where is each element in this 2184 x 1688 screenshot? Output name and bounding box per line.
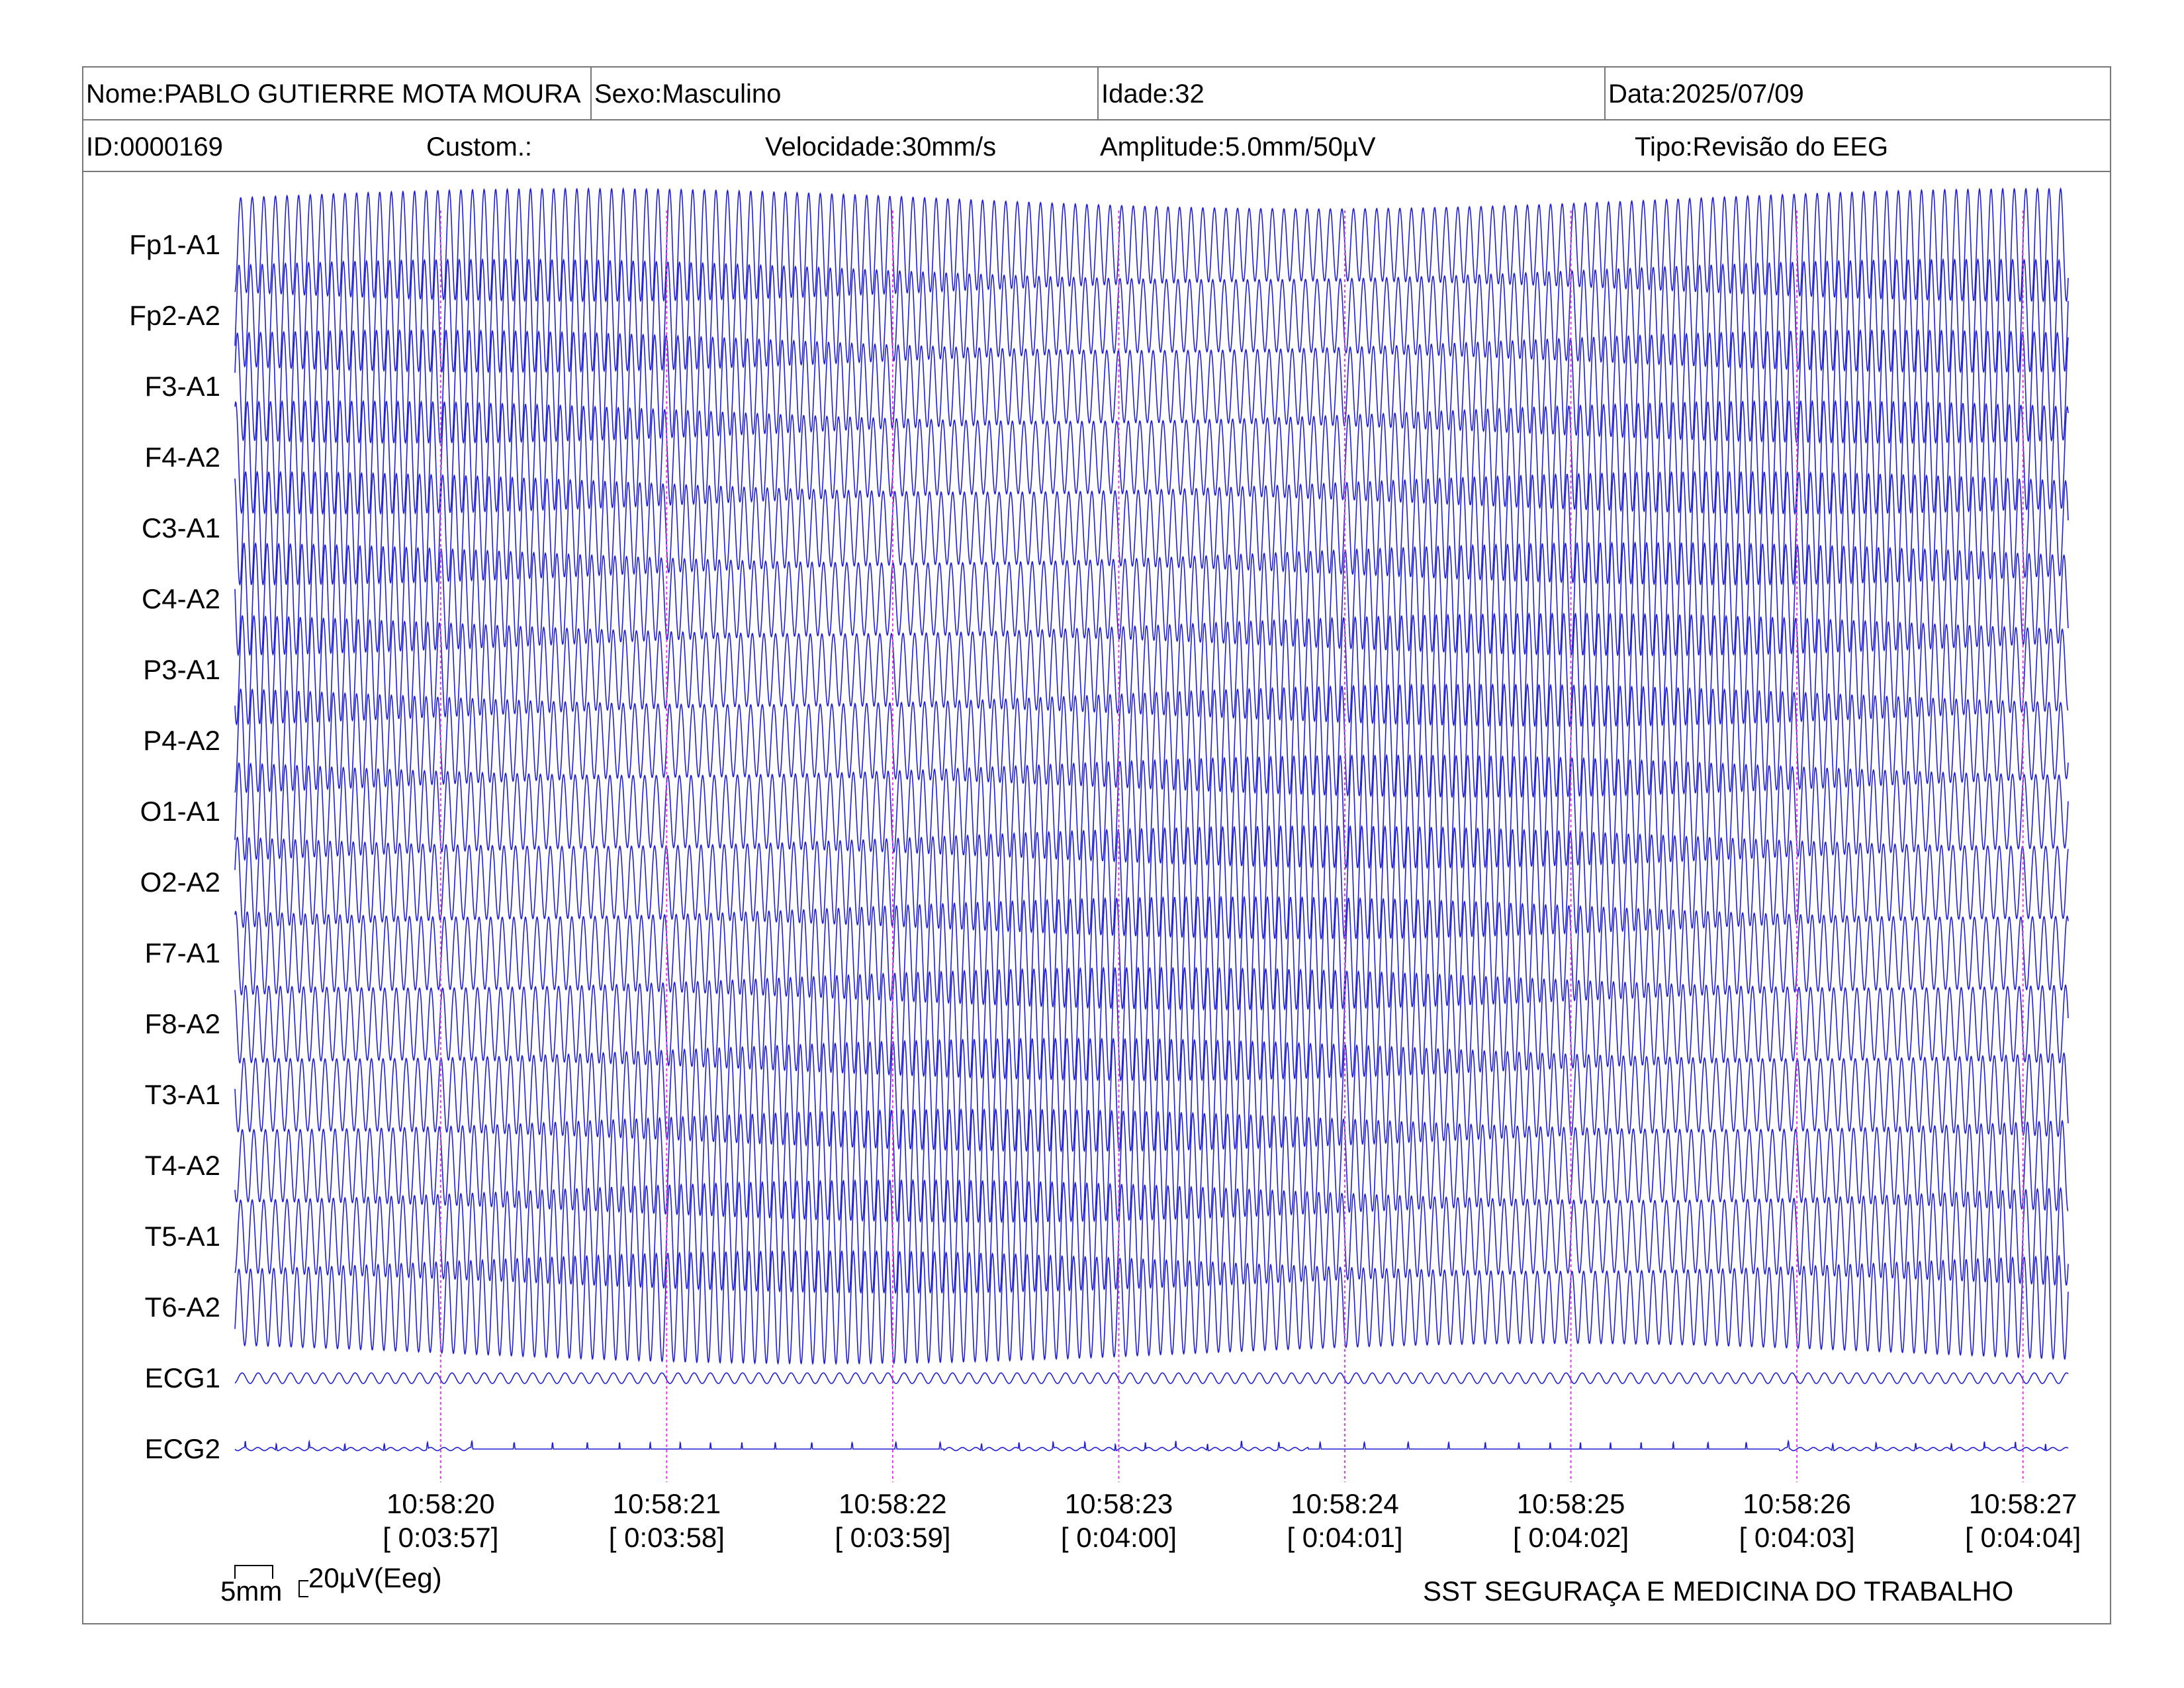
channel-label-ecg1: ECG1 bbox=[145, 1362, 220, 1393]
recording-speed: Velocidade:30mm/s bbox=[765, 132, 997, 162]
channel-label-c4-a2: C4-A2 bbox=[142, 583, 220, 614]
time-elapsed-label: [ 0:04:01] bbox=[1287, 1522, 1402, 1553]
channel-label-c3-a1: C3-A1 bbox=[142, 512, 220, 543]
time-elapsed-label: [ 0:04:03] bbox=[1739, 1522, 1855, 1553]
trace-f7-a1 bbox=[234, 895, 2069, 1011]
time-markers: 10:58:20[ 0:03:57] 10:58:21[ 0:03:58] 10:5… bbox=[383, 211, 2081, 1553]
calibration-mark bbox=[234, 1565, 308, 1597]
trace-t5-a1 bbox=[234, 1178, 2069, 1295]
time-elapsed-label: [ 0:03:59] bbox=[835, 1522, 950, 1553]
time-clock-label: 10:58:25 bbox=[1517, 1488, 1625, 1519]
trace-t4-a2 bbox=[234, 1107, 2069, 1224]
report-frame: Nome:PABLO GUTIERRE MOTA MOURA Sexo:Masc… bbox=[82, 66, 2111, 1624]
channel-label-fp2-a2: Fp2-A2 bbox=[129, 300, 220, 331]
channel-label-f7-a1: F7-A1 bbox=[145, 937, 220, 968]
trace-f8-a2 bbox=[234, 966, 2069, 1082]
channel-label-t5-a1: T5-A1 bbox=[145, 1221, 220, 1252]
channel-label-p3-a1: P3-A1 bbox=[143, 654, 220, 685]
channel-traces bbox=[234, 187, 2069, 1452]
channel-label-f8-a2: F8-A2 bbox=[145, 1008, 220, 1039]
trace-p4-a2 bbox=[234, 682, 2069, 799]
trace-fp1-a1 bbox=[234, 187, 2069, 303]
trace-f4-a2 bbox=[234, 399, 2069, 516]
custom-field: Custom.: bbox=[426, 132, 533, 162]
trace-ecg2 bbox=[234, 1439, 2069, 1452]
patient-name: Nome:PABLO GUTIERRE MOTA MOURA bbox=[86, 79, 581, 109]
time-elapsed-label: [ 0:04:02] bbox=[1513, 1522, 1629, 1553]
header-row-patient: Nome:PABLO GUTIERRE MOTA MOURA Sexo:Masc… bbox=[83, 68, 2110, 120]
time-clock-label: 10:58:27 bbox=[1969, 1488, 2077, 1519]
channel-label-ecg2: ECG2 bbox=[145, 1433, 220, 1464]
time-elapsed-label: [ 0:03:57] bbox=[383, 1522, 498, 1553]
trace-p3-a1 bbox=[234, 612, 2069, 728]
trace-o2-a2 bbox=[234, 824, 2069, 941]
calibration-uv-label: 20µV(Eeg) bbox=[308, 1562, 442, 1593]
channel-label-f4-a2: F4-A2 bbox=[145, 442, 220, 473]
channel-label-t4-a2: T4-A2 bbox=[145, 1150, 220, 1181]
time-clock-label: 10:58:21 bbox=[613, 1488, 721, 1519]
channel-label-t6-a2: T6-A2 bbox=[145, 1291, 220, 1323]
exam-type: Tipo:Revisão do EEG bbox=[1635, 132, 1889, 162]
channel-label-f3-a1: F3-A1 bbox=[145, 371, 220, 402]
header-row-exam: ID:0000169 Custom.: Velocidade:30mm/s Am… bbox=[83, 120, 2110, 172]
trace-fp2-a2 bbox=[234, 258, 2069, 374]
channel-label-p4-a2: P4-A2 bbox=[143, 725, 220, 756]
channel-label-fp1-a1: Fp1-A1 bbox=[129, 229, 220, 260]
trace-t3-a1 bbox=[234, 1037, 2069, 1153]
trace-c3-a1 bbox=[234, 470, 2069, 586]
channel-label-o2-a2: O2-A2 bbox=[140, 867, 220, 898]
exam-date: Data:2025/07/09 bbox=[1604, 68, 2111, 119]
time-clock-label: 10:58:22 bbox=[839, 1488, 947, 1519]
trace-o1-a1 bbox=[234, 753, 2069, 870]
channel-label-o1-a1: O1-A1 bbox=[140, 796, 220, 827]
trace-ecg1 bbox=[234, 1372, 2069, 1384]
patient-age: Idade:32 bbox=[1097, 68, 1604, 119]
calibration-mm-label: 5mm bbox=[220, 1575, 283, 1607]
time-elapsed-label: [ 0:04:04] bbox=[1965, 1522, 2081, 1553]
trace-f3-a1 bbox=[234, 328, 2069, 445]
channel-labels: Fp1-A1 Fp2-A2 F3-A1 F4-A2 C3-A1 C4-A2 P3-A1 P4-… bbox=[129, 229, 220, 1464]
patient-sex: Sexo:Masculino bbox=[590, 68, 1097, 119]
time-clock-label: 10:58:23 bbox=[1065, 1488, 1173, 1519]
time-clock-label: 10:58:26 bbox=[1743, 1488, 1851, 1519]
time-clock-label: 10:58:20 bbox=[387, 1488, 495, 1519]
channel-label-t3-a1: T3-A1 bbox=[145, 1079, 220, 1110]
trace-c4-a2 bbox=[234, 541, 2069, 657]
institution-name: SST SEGURAÇA E MEDICINA DO TRABALHO bbox=[1423, 1575, 2014, 1607]
trace-t6-a2 bbox=[234, 1249, 2069, 1366]
time-clock-label: 10:58:24 bbox=[1291, 1488, 1399, 1519]
calibration-5mm-bracket bbox=[234, 1565, 273, 1579]
patient-id: ID:0000169 bbox=[86, 132, 223, 162]
time-elapsed-label: [ 0:04:00] bbox=[1061, 1522, 1177, 1553]
time-elapsed-label: [ 0:03:58] bbox=[609, 1522, 725, 1553]
calibration-uv-bracket bbox=[298, 1580, 308, 1597]
recording-amplitude: Amplitude:5.0mm/50µV bbox=[1100, 132, 1376, 162]
